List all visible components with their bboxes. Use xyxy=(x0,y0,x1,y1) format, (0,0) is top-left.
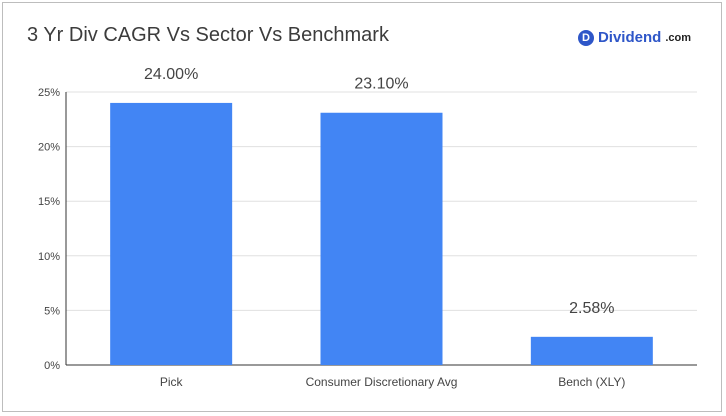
y-tick-label: 5% xyxy=(44,305,60,317)
y-tick-label: 25% xyxy=(38,87,60,99)
y-tick-label: 10% xyxy=(38,251,60,263)
y-tick-label: 20% xyxy=(38,142,60,154)
y-tick-label: 15% xyxy=(38,196,60,208)
brand-logo[interactable]: D Dividend .com xyxy=(577,29,691,46)
dividend-logo-icon: D xyxy=(577,29,594,46)
brand-name: Dividend xyxy=(597,29,662,46)
bar xyxy=(320,112,443,365)
x-tick-label: Pick xyxy=(160,375,184,389)
y-tick-label: 0% xyxy=(44,360,60,372)
chart-title: 3 Yr Div CAGR Vs Sector Vs Benchmark xyxy=(27,24,389,46)
data-label: 23.10% xyxy=(354,76,408,93)
bar xyxy=(110,102,233,366)
brand-tld: .com xyxy=(665,31,691,44)
x-tick-label: Bench (XLY) xyxy=(558,375,625,389)
bar xyxy=(530,336,653,365)
data-label: 2.58% xyxy=(569,300,614,317)
data-label: 24.00% xyxy=(144,66,198,83)
x-tick-label: Consumer Discretionary Avg xyxy=(306,375,458,389)
